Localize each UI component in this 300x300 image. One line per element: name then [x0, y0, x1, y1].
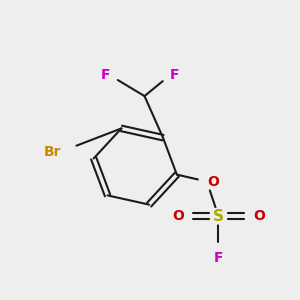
- Text: F: F: [170, 68, 179, 82]
- Text: F: F: [214, 251, 223, 265]
- Text: S: S: [213, 209, 224, 224]
- Text: O: O: [253, 209, 265, 223]
- Text: O: O: [172, 209, 184, 223]
- Text: O: O: [207, 175, 219, 188]
- Text: F: F: [100, 68, 110, 82]
- Text: Br: Br: [44, 145, 62, 158]
